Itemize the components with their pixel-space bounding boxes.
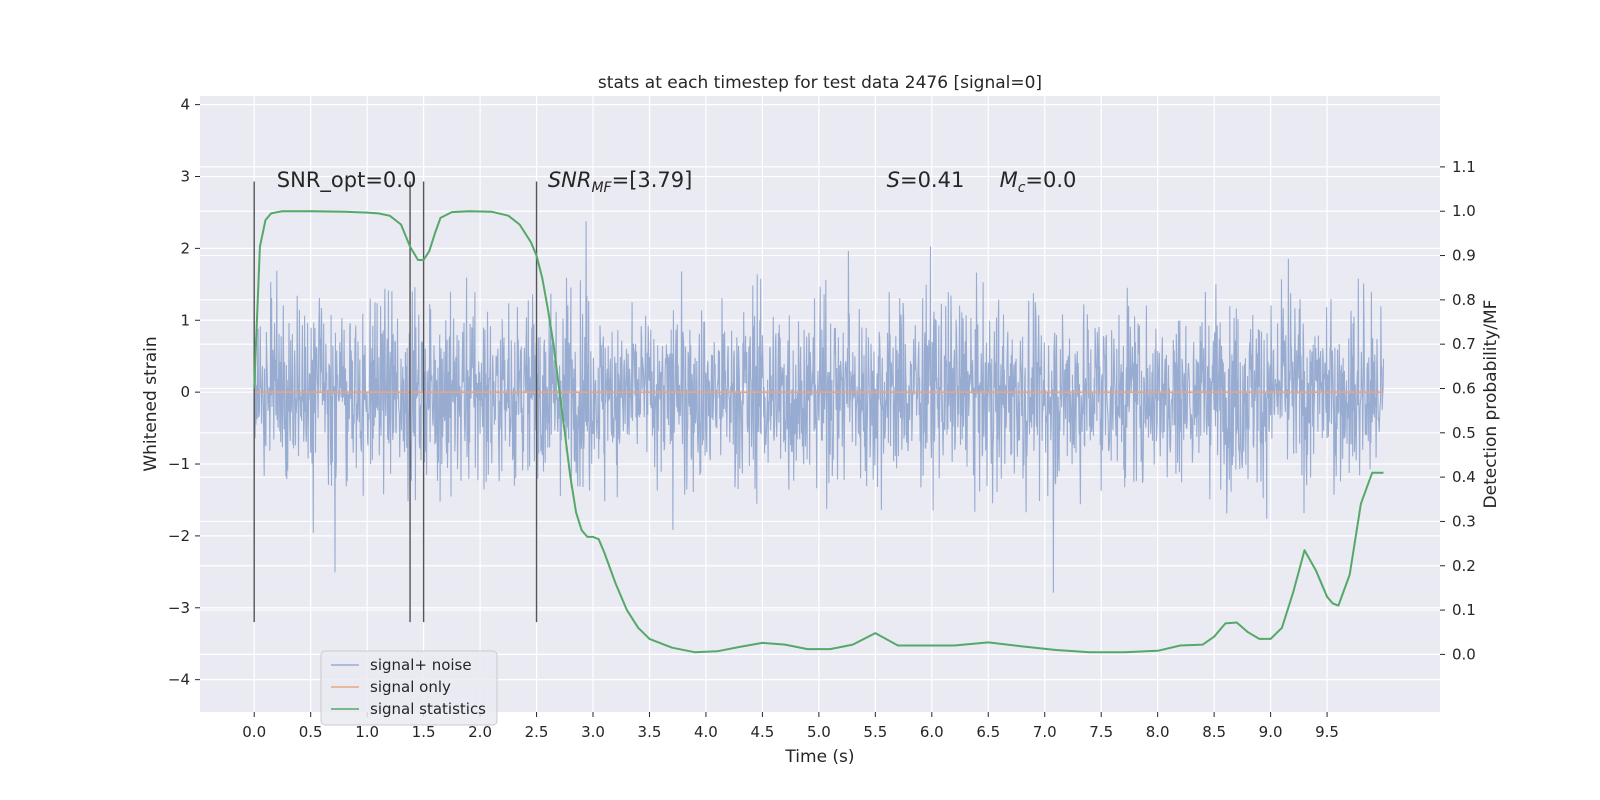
legend: signal+ noise signal only signal statist… [320, 650, 498, 726]
y2-tick-label: 0.2 [1452, 557, 1476, 575]
x-tick-label: 8.5 [1202, 723, 1226, 741]
x-tick-label: 9.0 [1259, 723, 1283, 741]
y-tick-label: 0 [180, 383, 190, 401]
y2-tick-label: 0.1 [1452, 601, 1476, 619]
y-tick-label: 2 [180, 239, 190, 257]
x-axis-title: Time (s) [784, 747, 854, 767]
legend-box [320, 650, 498, 726]
x-tick-label: 1.0 [355, 723, 379, 741]
x-tick-label: 4.5 [750, 723, 774, 741]
y-tick-label: −2 [168, 527, 190, 545]
x-tick-label: 5.5 [863, 723, 887, 741]
y2-axis-title: Detection probability/MF [1481, 300, 1501, 509]
y2-tick-label: 0.4 [1452, 468, 1476, 486]
chart-title: stats at each timestep for test data 247… [598, 73, 1042, 93]
y-axis-ticks: 4 3 2 1 0 −1 −2 −3 −4 [168, 96, 200, 689]
y-tick-label: −3 [168, 599, 190, 617]
series-signal-plus-noise [253, 221, 1385, 593]
legend-label-signal-only: signal only [370, 678, 451, 696]
y-tick-label: −1 [168, 455, 190, 473]
x-tick-label: 2.0 [468, 723, 492, 741]
y-tick-label: 3 [180, 168, 190, 186]
x-tick-label: 2.5 [525, 723, 549, 741]
y2-tick-label: 1.0 [1452, 202, 1476, 220]
x-tick-label: 0.0 [242, 723, 266, 741]
y2-tick-label: 0.7 [1452, 335, 1476, 353]
x-tick-label: 3.0 [581, 723, 605, 741]
annotation-text: SNRMF=[3.79] [548, 168, 693, 196]
y2-tick-label: 0.8 [1452, 291, 1476, 309]
y2-tick-label: 0.3 [1452, 512, 1476, 530]
x-tick-label: 4.0 [694, 723, 718, 741]
x-tick-label: 1.5 [412, 723, 436, 741]
x-tick-label: 3.5 [638, 723, 662, 741]
legend-label-signal-statistics: signal statistics [370, 700, 486, 718]
annotation-text: Mc=0.0 [1000, 168, 1077, 196]
y2-axis-ticks: 1.1 1.0 0.9 0.8 0.7 0.6 0.5 0.4 0.3 0.2 0.1 0.0 [1440, 158, 1476, 663]
y2-tick-label: 0.5 [1452, 424, 1476, 442]
y2-tick-label: 0.9 [1452, 247, 1476, 265]
y2-tick-label: 1.1 [1452, 158, 1476, 176]
x-tick-label: 7.5 [1089, 723, 1113, 741]
x-tick-label: 9.5 [1315, 723, 1339, 741]
y2-tick-label: 0.0 [1452, 645, 1476, 663]
x-tick-label: 0.5 [299, 723, 323, 741]
annotation-text: S=0.41 [887, 168, 965, 192]
x-tick-label: 5.0 [807, 723, 831, 741]
signal-statistics-line [253, 210, 1384, 654]
x-tick-label: 8.0 [1146, 723, 1170, 741]
x-axis-ticks: 0.0 0.5 1.0 1.5 2.0 2.5 3.0 3.5 4.0 4.5 5.0 5.5 6.0 6… [242, 712, 1339, 741]
annotations: SNR_opt=0.0 SNRMF=[3.79] S=0.41 Mc=0.0 [277, 168, 1077, 196]
x-tick-label: 6.5 [976, 723, 1000, 741]
annotation-text: SNR_opt=0.0 [277, 168, 417, 193]
x-tick-label: 6.0 [920, 723, 944, 741]
series-signal-statistics [253, 210, 1384, 654]
legend-label-signal-plus-noise: signal+ noise [370, 656, 472, 674]
y-axis-title: Whitened strain [141, 336, 161, 471]
signal-plus-noise-trace [253, 221, 1385, 593]
y-tick-label: 1 [180, 311, 190, 329]
x-tick-label: 7.0 [1033, 723, 1057, 741]
y-tick-label: 4 [180, 96, 190, 114]
y-tick-label: −4 [168, 671, 190, 689]
y2-tick-label: 0.6 [1452, 379, 1476, 397]
